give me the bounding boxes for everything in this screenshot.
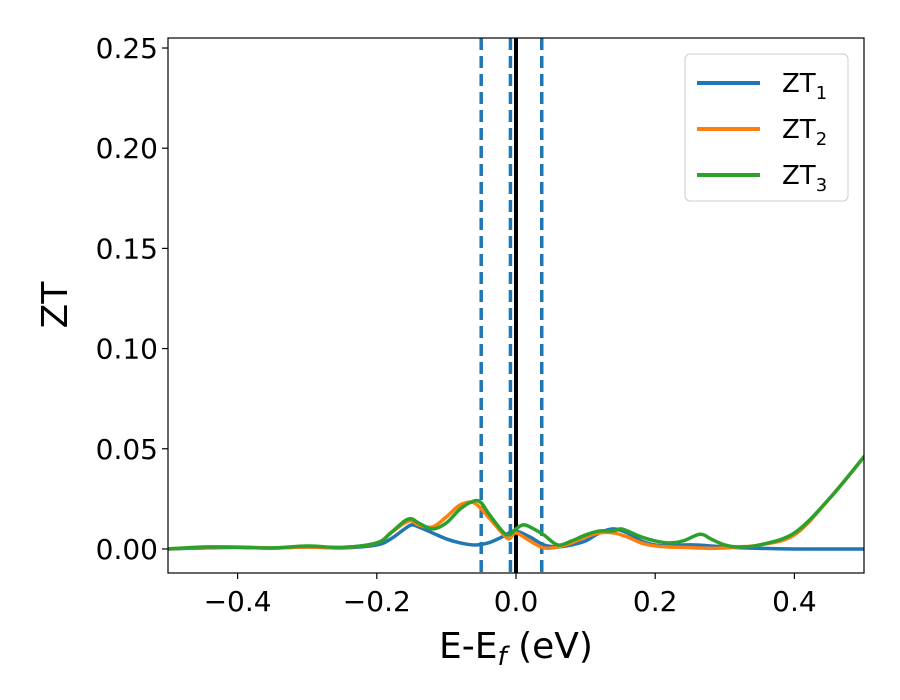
y-tick-label: 0.00 xyxy=(96,533,158,566)
x-axis-title: E-Ef (eV) xyxy=(439,626,593,672)
x-tick-label: −0.2 xyxy=(343,585,411,618)
legend-label-zt2: ZT2 xyxy=(782,115,827,150)
x-tick-label: −0.4 xyxy=(204,585,272,618)
legend-label-zt1: ZT1 xyxy=(782,69,827,104)
y-tick-label: 0.10 xyxy=(96,333,158,366)
series-line-zt1 xyxy=(168,523,864,551)
vertical-lines xyxy=(479,38,544,573)
legend-box xyxy=(684,53,849,202)
y-tick-label: 0.05 xyxy=(96,433,158,466)
x-tick-label: 0.2 xyxy=(633,585,678,618)
x-tick-label: 0.4 xyxy=(772,585,817,618)
y-tick-label: 0.20 xyxy=(96,132,158,165)
y-tick-label: 0.25 xyxy=(96,32,158,65)
x-axis-ticks: −0.4 −0.2 0.0 0.2 0.4 xyxy=(204,573,817,618)
y-axis-title: ZT xyxy=(35,281,76,329)
legend-items: ZT1 ZT2 ZT3 xyxy=(697,69,827,196)
y-tick-label: 0.15 xyxy=(96,232,158,265)
legend: ZT1 ZT2 ZT3 xyxy=(684,53,849,202)
y-axis-ticks: 0.00 0.05 0.10 0.15 0.20 0.25 xyxy=(96,32,168,566)
series-lines xyxy=(168,455,864,551)
x-tick-label: 0.0 xyxy=(494,585,539,618)
legend-label-zt3: ZT3 xyxy=(782,161,827,196)
series-line-zt3 xyxy=(168,455,864,551)
